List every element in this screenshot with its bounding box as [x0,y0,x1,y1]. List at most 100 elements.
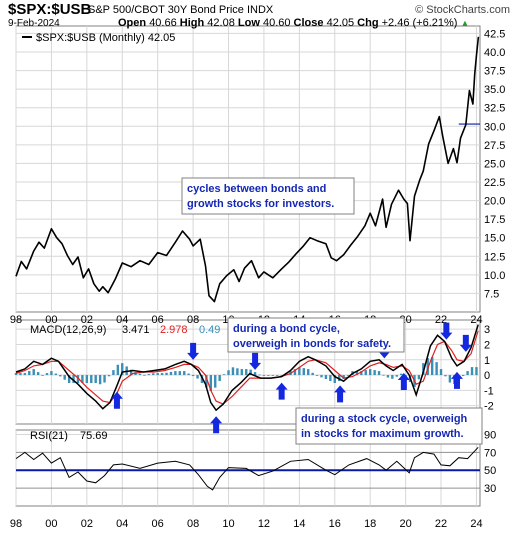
x-tick-label: 00 [45,518,57,530]
macd-histogram-bar [267,375,270,376]
macd-histogram-bar [302,368,305,376]
macd-histogram-bar [138,373,142,376]
macd-histogram-bar [116,364,120,376]
macd-histogram-bar [14,373,18,376]
macd-signal-value: 2.978 [160,324,188,336]
ohlc-readout: Open 40.66 High 42.08 Low 40.60 Close 42… [118,17,469,29]
macd-histogram-bar [76,375,80,384]
macd-histogram-bar [205,375,208,388]
y-tick-label: 3 [484,324,490,336]
macd-histogram-bar [368,369,372,376]
macd-histogram-bar [470,367,474,376]
macd-histogram-bar [475,367,478,376]
y-tick-label: 32.5 [484,103,505,115]
macd-histogram-bar [236,368,239,376]
y-tick-label: 70 [484,447,496,459]
macd-histogram-bar [156,373,159,376]
y-tick-label: 42.5 [484,28,505,40]
macd-histogram-bar [178,371,182,376]
change-value: +2.46 (+6.21%) [381,17,458,29]
close-label: Close [293,17,324,29]
up-arrow-icon [275,382,288,400]
annotation-text: during a stock cycle, overweigh [301,413,468,425]
y-tick-label: 30.0 [484,121,505,133]
macd-histogram-bar [342,375,345,380]
macd-histogram-bar [41,375,44,376]
x-tick-label: 16 [329,518,341,530]
y-tick-label: 10.0 [484,270,505,282]
annotation-text: cycles between bonds and [187,183,326,195]
y-tick-label: 22.5 [484,177,505,189]
price-legend: $SPX:$USB (Monthly) 42.05 [36,32,175,44]
macd-histogram-bar [466,371,469,376]
annotation-box-bond-cycle [227,317,405,353]
annotation-box-bonds-stocks [181,177,355,215]
macd-histogram-bar [426,358,429,376]
down-arrow-icon [187,342,200,360]
macd-histogram-bar [98,375,102,385]
x-tick-label: 24 [470,518,482,530]
up-arrow-icon [450,371,463,389]
x-tick-label: 10 [222,518,234,530]
macd-histogram-bar [209,375,213,391]
macd-histogram-bar [307,369,310,376]
macd-histogram-bar [245,369,248,376]
rsi-legend-value: 75.69 [80,430,108,442]
macd-line [15,324,479,412]
x-tick-label: 22 [435,518,447,530]
x-tick-label: 98 [10,314,22,326]
macd-histogram-bar [448,375,452,383]
macd-histogram-bar [81,375,84,384]
macd-histogram-bar [59,375,62,377]
x-tick-label: 18 [364,518,376,530]
macd-histogram-bar [435,362,438,376]
macd-histogram-bar [382,374,385,376]
macd-histogram-bar [315,375,319,376]
y-tick-label: 20.0 [484,196,505,208]
annotation-text: during a bond cycle, [233,323,340,335]
macd-histogram-bar [377,371,381,376]
annotation-box-stock-cycle [295,407,483,445]
macd-histogram-bar [174,371,177,376]
macd-histogram-bar [346,375,350,376]
macd-histogram-bar [311,372,314,376]
y-tick-label: 27.5 [484,140,505,152]
y-tick-label: -2 [484,401,494,413]
macd-histogram-bar [276,375,279,376]
macd-histogram-bar [253,372,257,376]
stockcharts-brand[interactable]: © StockCharts.com [415,4,510,16]
y-tick-label: 0 [484,370,490,382]
high-value: 42.08 [207,17,235,29]
macd-histogram-bar [19,373,22,376]
macd-legend-label: MACD(12,26,9) [30,324,106,336]
macd-histogram-bar [72,375,75,384]
y-tick-label: 37.5 [484,66,505,78]
macd-histogram-bar [231,367,235,376]
macd-histogram-bar [23,373,27,376]
y-tick-label: 12.5 [484,251,505,263]
x-tick-label: 06 [152,314,164,326]
y-tick-label: 15.0 [484,233,505,245]
macd-histogram-bar [262,375,266,376]
macd-histogram-bar [50,371,53,376]
macd-histogram-bar [430,357,434,376]
down-arrow-icon [440,322,453,340]
macd-histogram-bar [94,375,97,384]
macd-histogram-bar [395,375,398,377]
macd-histogram-bar [355,371,359,376]
macd-histogram-bar [112,370,115,376]
macd-histogram-value: 0.49 [199,324,220,336]
macd-histogram-bar [391,375,394,379]
x-tick-label: 04 [116,314,128,326]
macd-histogram-bar [444,375,447,377]
macd-histogram-bar [143,374,146,376]
macd-histogram-bar [36,372,40,376]
macd-histogram-bar [338,375,341,382]
macd-histogram-bar [240,369,244,376]
rsi-line [15,446,479,491]
macd-histogram-bar [165,372,168,376]
x-tick-label: 98 [10,518,22,530]
x-tick-label: 02 [81,518,93,530]
macd-histogram-bar [333,375,336,384]
